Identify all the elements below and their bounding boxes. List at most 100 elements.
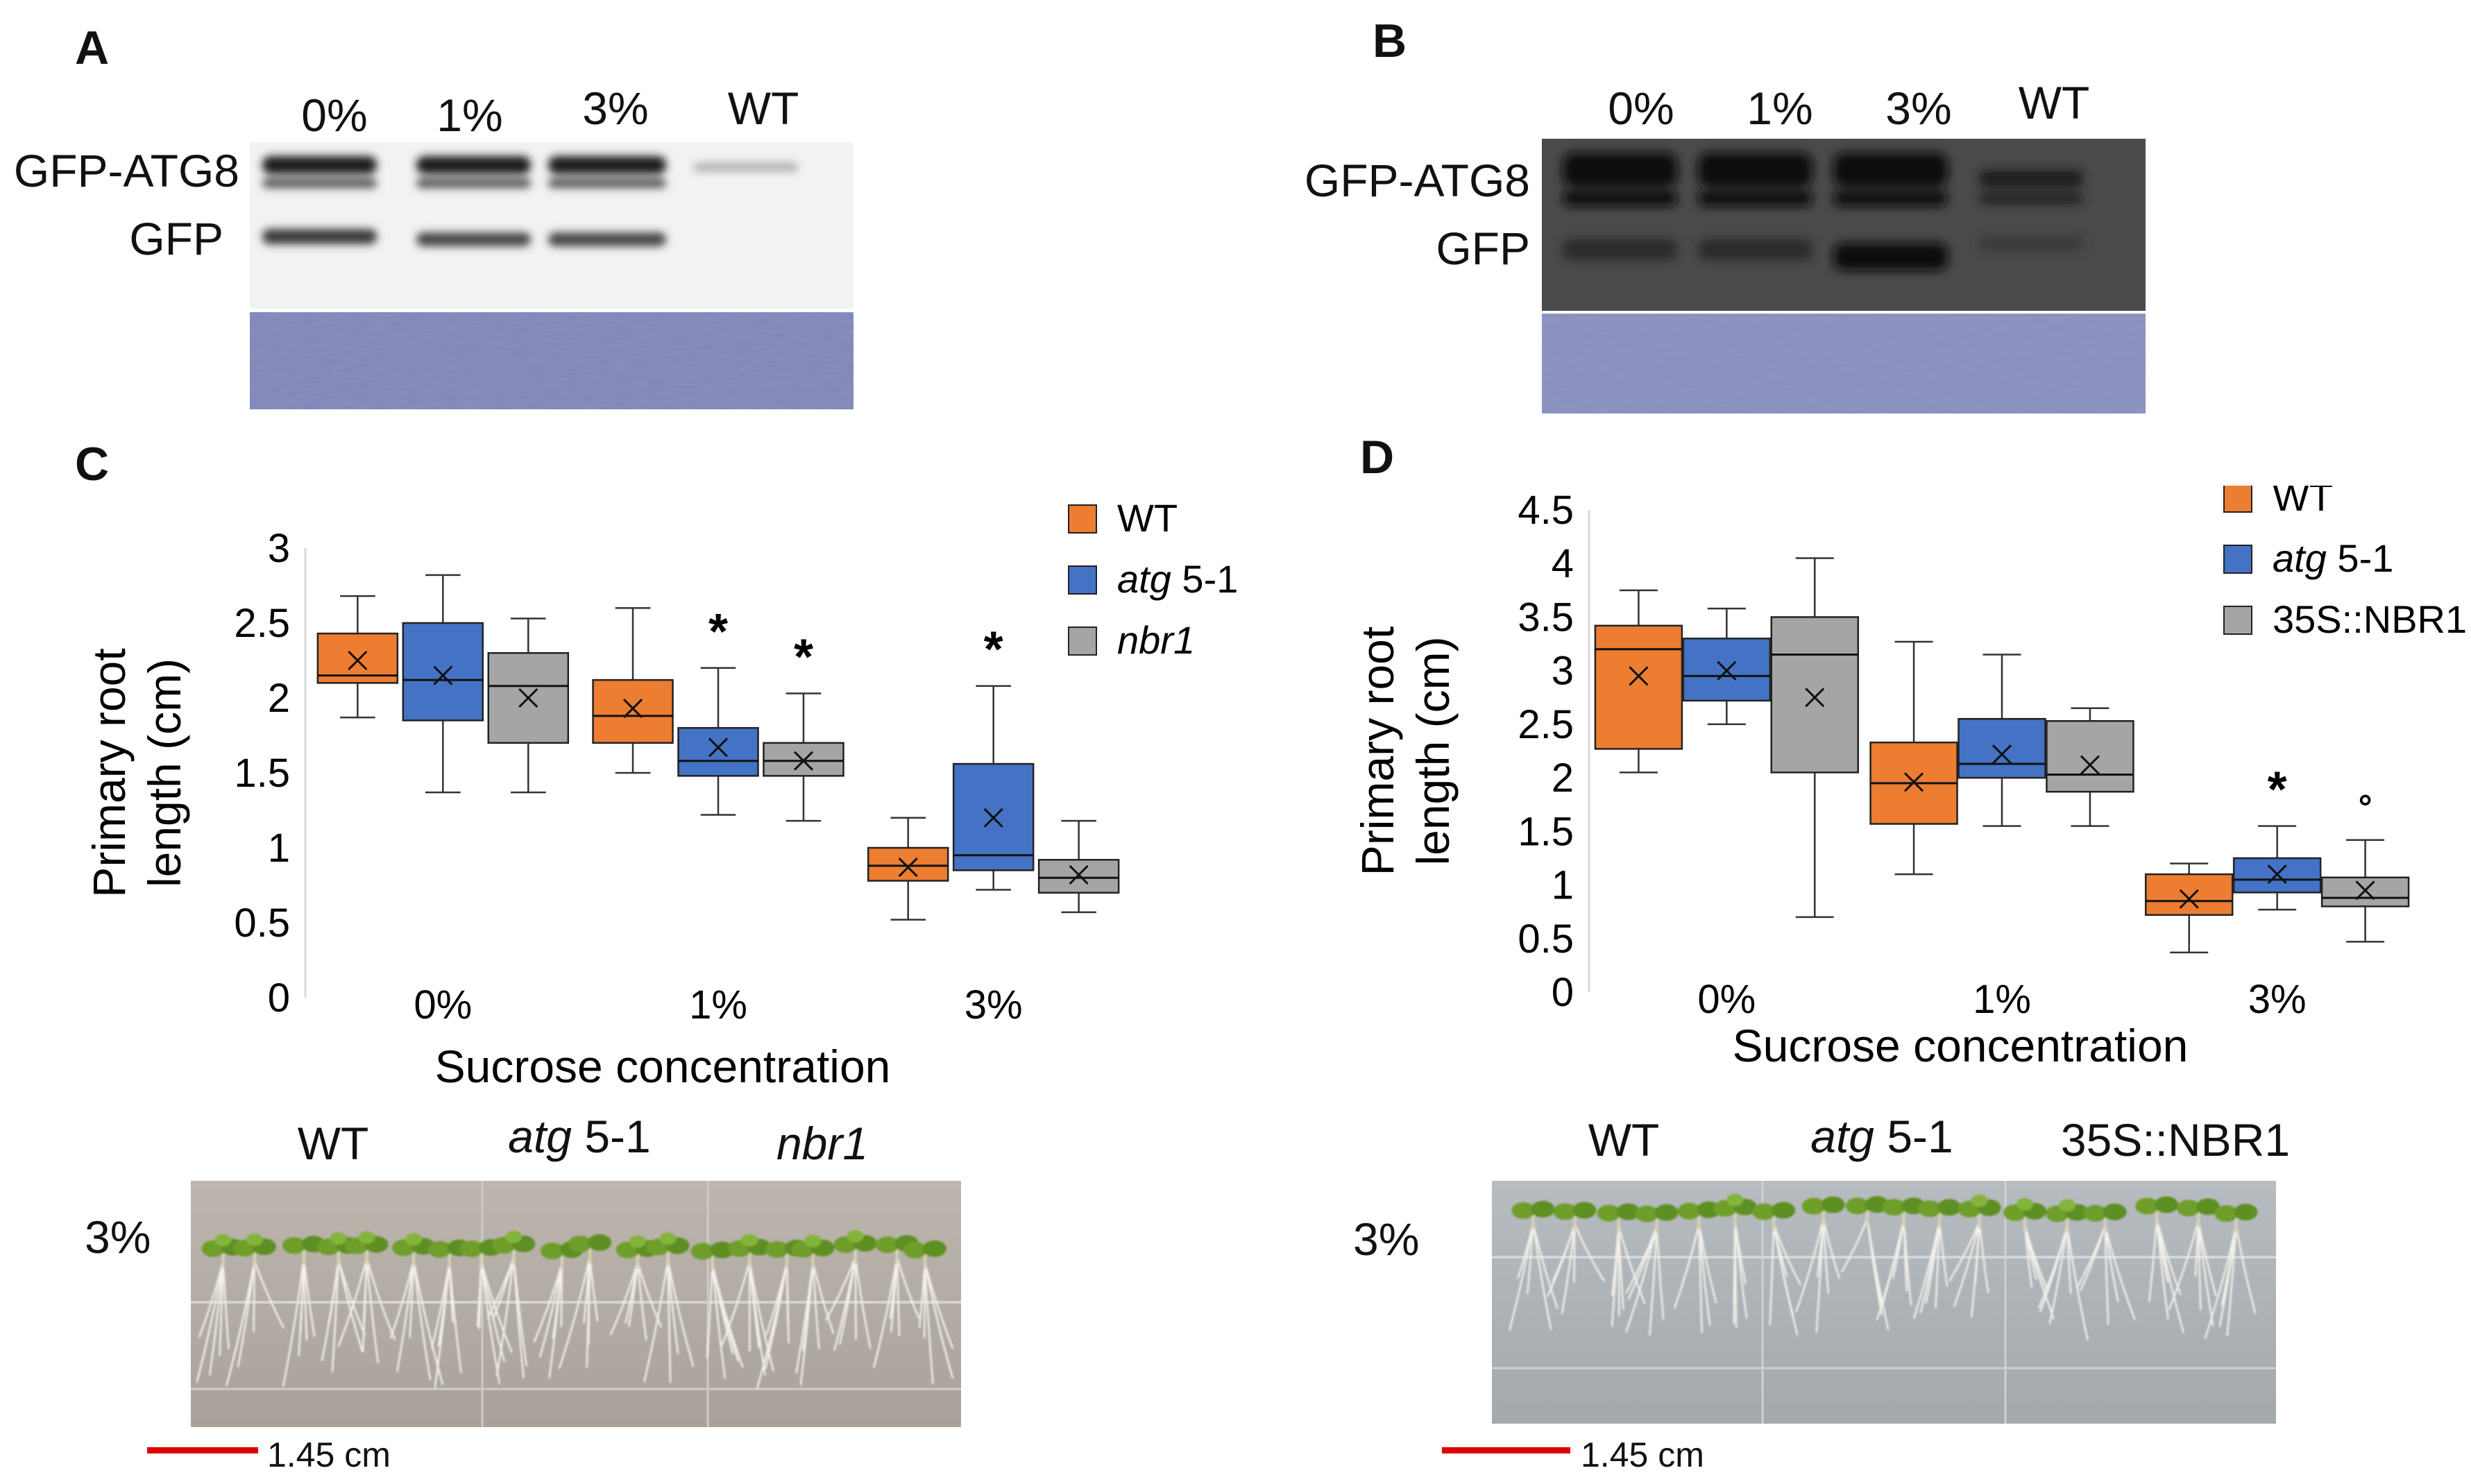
mean-marker [2179,889,2199,909]
mean-marker [622,699,643,719]
y-tick-label: 0.5 [1518,916,1574,962]
significance-mark: ° [2359,788,2372,827]
legend-swatch [1068,504,1097,534]
mean-marker [1717,660,1737,681]
y-tick-label: 2.5 [1518,702,1574,747]
photo-c-genotype-wt: WT [297,1118,369,1169]
legend-item: nbr1 [1068,618,1195,662]
box-35s-nbr1-1 [2046,707,2134,827]
y-axis-label-line2: length (cm) [1407,636,1459,865]
y-tick-label: 0.5 [234,901,290,946]
x-tick-label: 3% [2248,977,2307,1022]
x-axis-label: Sucrose concentration [1733,1020,2189,1071]
box-nbr1-2 [1037,819,1120,914]
box-35s-nbr1-2: ° [2320,788,2410,943]
legend-swatch [2223,606,2252,635]
legend-swatch [2223,486,2252,513]
box-wt-2 [867,817,949,921]
mean-marker [1069,864,1089,885]
y-tick-label: 1.5 [1518,809,1574,854]
lane-label-1pct: 1% [436,89,503,141]
legend-label: atg 5-1 [2273,536,2393,580]
y-tick-label: 1 [1552,863,1574,908]
legend-label: WT [1117,500,1178,540]
scalebar-d [1442,1447,1570,1453]
legend-swatch [1068,626,1097,656]
box-wt-2 [2144,862,2234,954]
box-iqr [2320,876,2410,907]
lane-label-1pct-b: 1% [1747,83,1813,134]
blot-a [250,142,854,409]
panel-label-a: A [75,22,110,74]
mean-marker [2267,864,2287,885]
blot-b-bands [1563,153,2083,271]
box-wt-1 [1869,640,1958,876]
y-tick-label: 0 [268,975,290,1021]
box-iqr [1770,616,1860,774]
box-iqr [592,679,674,744]
y-tick-label: 1 [268,826,290,871]
x-tick-label: 1% [689,982,747,1027]
mean-marker [1629,666,1649,686]
blot-a-bands [262,156,798,246]
panel-label-d: D [1360,431,1395,484]
plate-c [191,1181,961,1427]
chart-c: Primary root length (cm) Sucrose concent… [83,500,1238,1092]
legend-swatch [1068,565,1097,595]
box-iqr [1594,624,1683,750]
mean-marker [1992,744,2012,765]
mean-marker [348,650,368,671]
band-label-gfp-atg8: GFP-ATG8 [13,145,239,196]
lane-label-3pct: 3% [582,83,649,134]
legend-item: atg 5-1 [1068,557,1238,601]
legend-item: WT [2223,486,2333,519]
scalebar-d-label: 1.45 cm [1581,1435,1704,1474]
y-axis-label-line1: Primary root [83,648,135,897]
box-iqr [867,846,949,882]
y-axis-label-line1: Primary root [1360,626,1403,876]
mean-marker [518,688,538,708]
box-nbr1-0 [487,617,570,794]
significance-mark: * [794,630,813,685]
mean-marker [898,858,918,878]
box-atg-5-1-2: * [2232,762,2322,911]
y-tick-label: 2 [268,676,290,721]
photo-d-genotype-nbr1: 35S::NBR1 [2060,1114,2291,1166]
mean-marker [983,808,1003,828]
box-iqr [2046,720,2134,793]
mean-marker [433,665,453,685]
y-tick-label: 4 [1552,541,1574,586]
photo-c-genotype-nbr1: nbr1 [776,1118,869,1169]
box-atg-5-1-1: * [677,604,759,816]
legend-item: 35S::NBR1 [2223,597,2467,641]
y-tick-label: 4.5 [1518,488,1574,533]
box-iqr [1958,717,2046,779]
y-tick-label: 3 [1552,649,1574,694]
lane-label-wt: WT [727,83,799,134]
mean-marker [793,751,814,771]
significance-mark: * [984,622,1003,678]
mean-marker [2355,880,2375,901]
significance-mark: * [708,604,728,660]
legend-label: 35S::NBR1 [2273,597,2467,641]
photo-d-genotype-atg: atg 5-1 [1810,1111,1953,1162]
box-wt-0 [316,595,399,719]
photo-d-sucrose-label: 3% [1353,1213,1420,1265]
band-label-gfp-b: GFP [1436,223,1530,274]
photo-c-sucrose-label: 3% [85,1211,151,1263]
seedling-photo-d [1492,1181,2276,1424]
x-tick-label: 0% [414,982,472,1027]
y-tick-label: 3.5 [1518,595,1574,640]
box-atg-5-1-2: * [952,622,1035,891]
blot-b [1542,139,2146,413]
seedling-photo-c [191,1181,961,1427]
panel-label-b: B [1373,15,1407,67]
chart-d: Primary root length (cm) Sucrose concent… [1360,486,2467,1071]
lane-label-3pct-b: 3% [1885,83,1952,134]
mean-marker [1805,688,1825,708]
x-tick-label: 3% [965,982,1023,1027]
scalebar-c [147,1447,258,1453]
legend-label: atg 5-1 [1117,557,1238,601]
legend-item: WT [1068,500,1178,540]
box-iqr [677,726,759,777]
